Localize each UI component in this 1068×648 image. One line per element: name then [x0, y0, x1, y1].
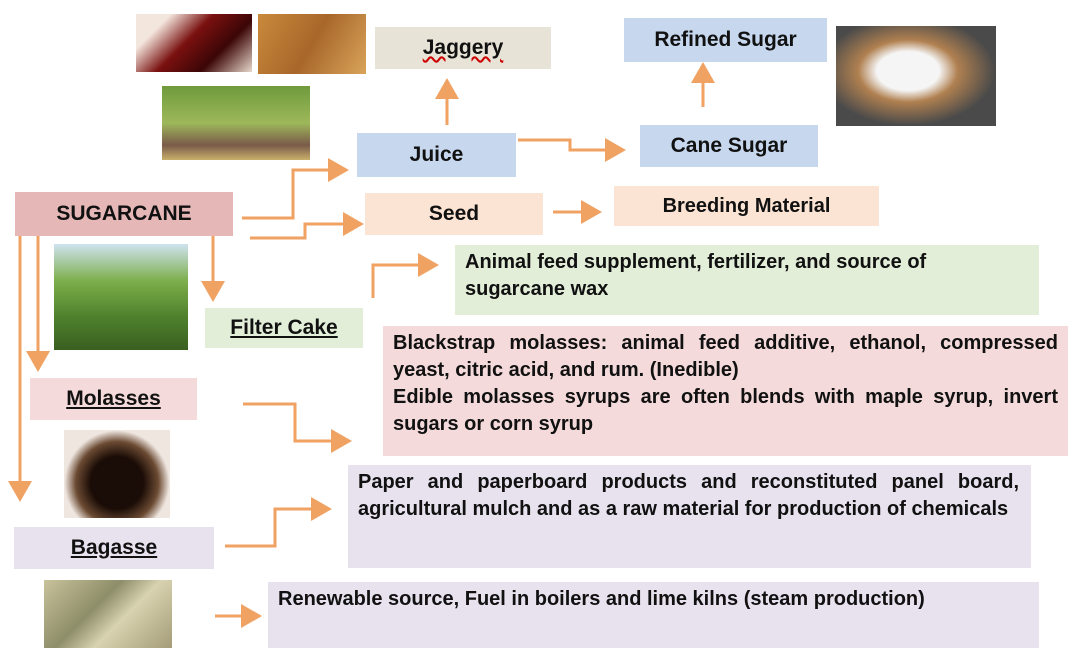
- node-label: SUGARCANE: [56, 202, 191, 226]
- filter-cake-uses: Animal feed supplement, fertilizer, and …: [455, 245, 1039, 315]
- breeding-material-box: Breeding Material: [614, 186, 879, 226]
- node-label: Seed: [429, 202, 479, 226]
- bagasse-uses: Paper and paperboard products and recons…: [348, 465, 1031, 568]
- diagram: Jaggery Refined Sugar Juice Cane Sugar S…: [0, 0, 1068, 648]
- filter-cake-box: Filter Cake: [205, 308, 363, 348]
- arrow: [225, 509, 326, 546]
- seed-box: Seed: [365, 193, 543, 235]
- molasses-use: Blackstrap molasses: animal feed additiv…: [393, 330, 1058, 384]
- node-label: Molasses: [66, 387, 161, 411]
- juice-box: Juice: [357, 133, 516, 177]
- molasses-box: Molasses: [30, 378, 197, 420]
- node-label: Cane Sugar: [671, 134, 788, 158]
- arrow: [250, 224, 358, 238]
- node-label: Bagasse: [71, 536, 157, 560]
- bagasse-box: Bagasse: [14, 527, 214, 569]
- arrow: [518, 140, 620, 150]
- molasses-use: Edible molasses syrups are often blends …: [393, 384, 1058, 438]
- cane-sugar-box: Cane Sugar: [640, 125, 818, 167]
- refined-sugar-box: Refined Sugar: [624, 18, 827, 62]
- node-label: Jaggery: [423, 36, 504, 60]
- node-label: Refined Sugar: [654, 28, 796, 52]
- sugarcane-box: SUGARCANE: [15, 192, 233, 236]
- jaggery-box: Jaggery: [375, 27, 551, 69]
- bagasse-fuel: Renewable source, Fuel in boilers and li…: [268, 582, 1039, 648]
- molasses-uses: Blackstrap molasses: animal feed additiv…: [383, 326, 1068, 456]
- arrow: [243, 404, 346, 441]
- arrow: [373, 265, 433, 298]
- node-label: Filter Cake: [230, 316, 337, 340]
- arrow: [242, 170, 343, 218]
- node-label: Breeding Material: [663, 195, 831, 218]
- node-label: Juice: [410, 143, 464, 167]
